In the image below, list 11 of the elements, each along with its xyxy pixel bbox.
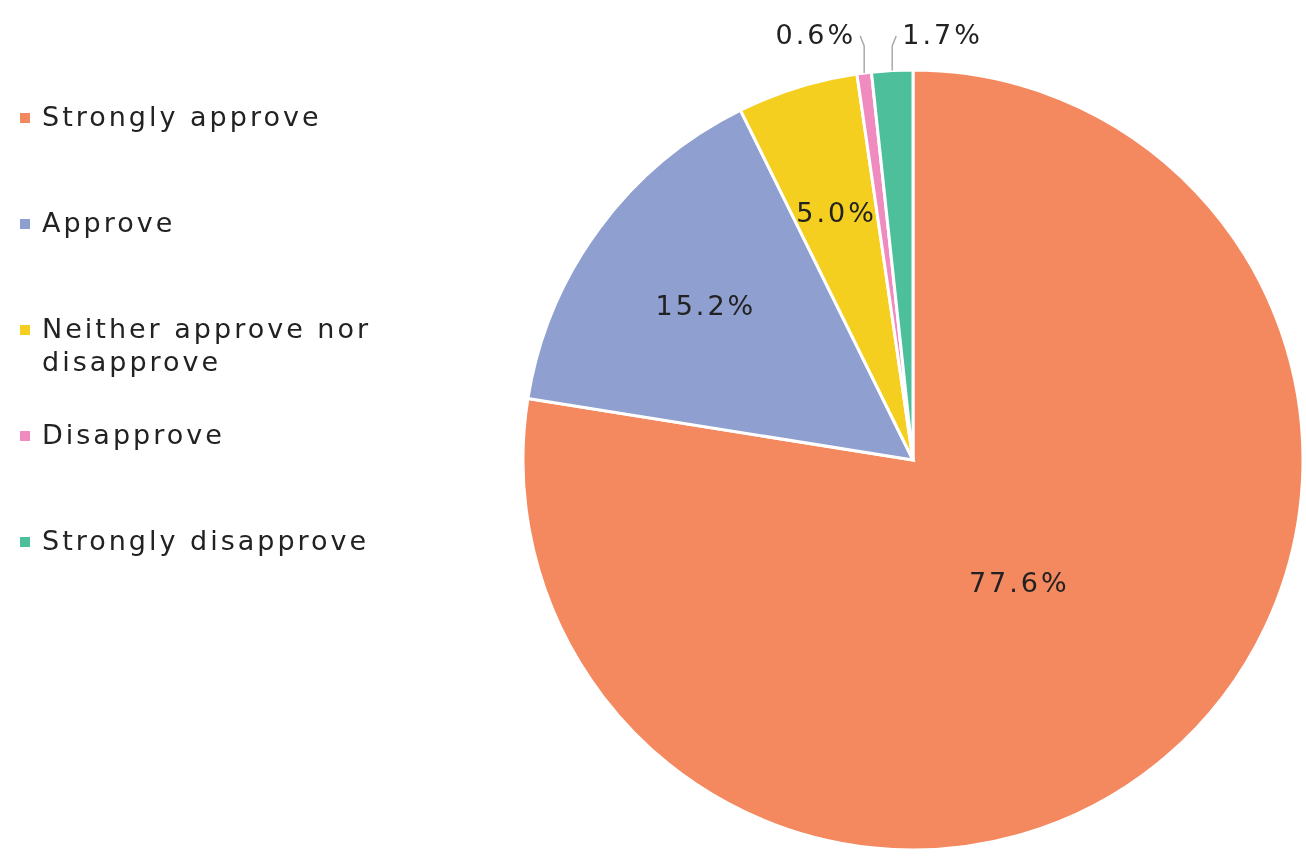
- data-label: 1.7%: [902, 18, 983, 50]
- data-label: 5.0%: [796, 196, 877, 228]
- data-label: 15.2%: [655, 289, 757, 321]
- legend-label: Neither approve nor disapprove: [42, 312, 372, 377]
- legend-label: Strongly approve: [42, 100, 322, 132]
- legend-label: Disapprove: [42, 418, 225, 450]
- pie-slice: [521, 68, 1305, 851]
- legend-label: Approve: [42, 206, 176, 238]
- data-label: 0.6%: [775, 18, 857, 50]
- legend-label: Strongly disapprove: [42, 524, 370, 556]
- data-label: 77.6%: [968, 567, 1070, 599]
